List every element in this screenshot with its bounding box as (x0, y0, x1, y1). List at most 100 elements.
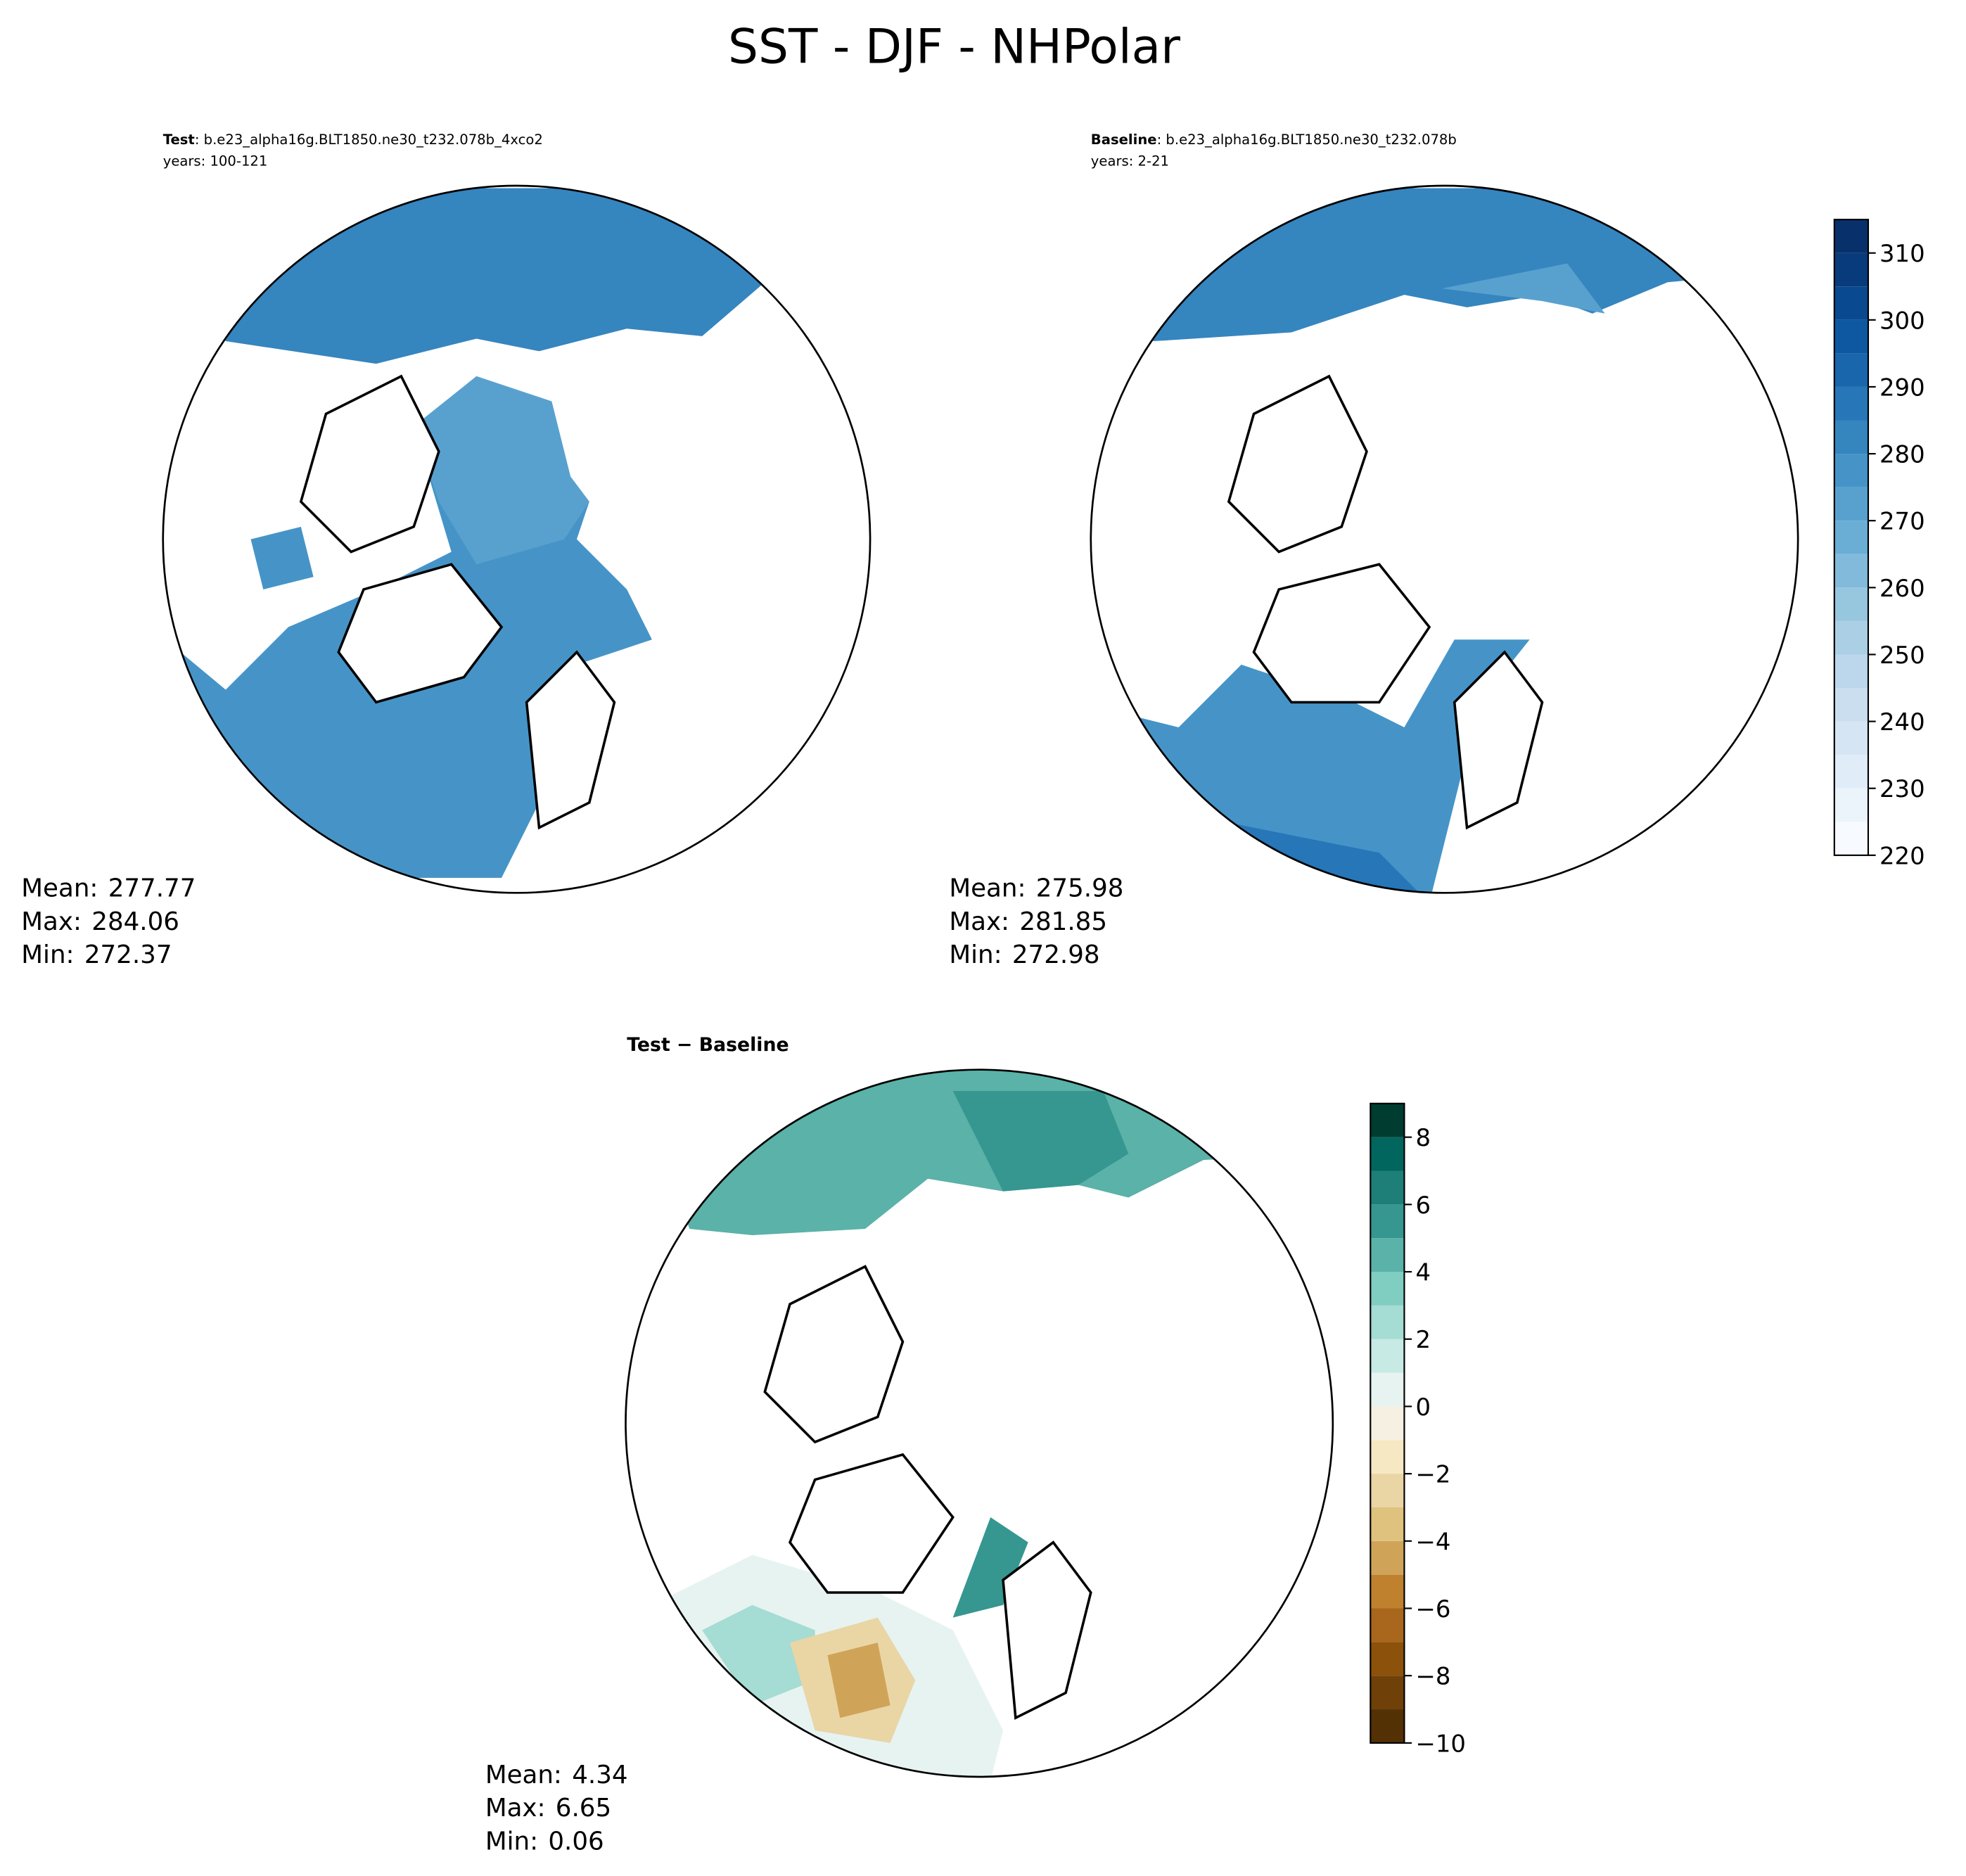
colorbar-band (1370, 1170, 1405, 1205)
colorbar-tick-label: 260 (1879, 575, 1925, 602)
colorbar-band (1370, 1372, 1405, 1407)
stat: Max: 284.06 (21, 907, 179, 936)
colorbar-tick-label: 230 (1879, 775, 1925, 803)
colorbar-band (1370, 1305, 1405, 1339)
stat-label: Min: (21, 940, 74, 969)
stat: Min: 0.06 (485, 1827, 604, 1856)
stat: Mean: 4.34 (485, 1761, 628, 1789)
stat-value: 272.98 (1012, 940, 1100, 969)
colorbar-band (1834, 487, 1868, 521)
colorbar-tick-label: 280 (1879, 441, 1925, 468)
stat: Min: 272.37 (21, 940, 172, 969)
stat-label: Max: (949, 907, 1009, 936)
colorbar-band (1834, 620, 1868, 655)
map-boundary (625, 1068, 1334, 1778)
stat-value: 272.37 (84, 940, 172, 969)
colorbar-tick-label: 290 (1879, 374, 1925, 401)
colorbar-frame (1370, 1102, 1405, 1744)
stat-label: Min: (949, 940, 1002, 969)
colorbar-tick-label: 0 (1415, 1393, 1431, 1421)
stat: Mean: 275.98 (949, 874, 1123, 903)
colorbar-band (1834, 286, 1868, 320)
stat-label: Mean: (485, 1761, 562, 1789)
colorbar-tick-label: 240 (1879, 708, 1925, 736)
colorbar-band (1370, 1204, 1405, 1239)
colorbar-band (1370, 1406, 1405, 1441)
colorbar-band (1834, 386, 1868, 421)
colorbar-band (1370, 1238, 1405, 1272)
colorbar-band (1370, 1507, 1405, 1541)
colorbar-tick-label: 250 (1879, 642, 1925, 669)
case-name: : b.e23_alpha16g.BLT1850.ne30_t232.078b_… (195, 132, 543, 148)
colorbar-band (1370, 1574, 1405, 1609)
figure-title: SST - DJF - NHPolar (728, 18, 1180, 74)
colorbar-band (1370, 1642, 1405, 1676)
colorbar-tick-label: −2 (1415, 1461, 1450, 1488)
colorbar-band (1834, 219, 1868, 253)
colorbar-band (1370, 1272, 1405, 1306)
stat: Mean: 277.77 (21, 874, 196, 903)
colorbar-band (1370, 1709, 1405, 1743)
stat-value: 0.06 (548, 1827, 604, 1856)
colorbar-band (1834, 420, 1868, 454)
stat-value: 6.65 (556, 1794, 611, 1823)
panel-header: Baseline: b.e23_alpha16g.BLT1850.ne30_t2… (1091, 132, 1457, 148)
colorbar-tick-label: −6 (1415, 1595, 1450, 1623)
colorbar-band (1370, 1608, 1405, 1642)
colorbar-band (1834, 554, 1868, 588)
colorbar-band (1370, 1474, 1405, 1507)
colorbar-band (1834, 822, 1868, 855)
colorbar-band (1834, 755, 1868, 789)
map-boundary (1090, 184, 1799, 894)
colorbar-frame (1833, 219, 1870, 856)
stat-label: Mean: (21, 874, 98, 903)
colorbar-tick-label: 300 (1879, 307, 1925, 334)
stat-value: 277.77 (108, 874, 196, 903)
panel-name: Baseline (1091, 132, 1157, 148)
colorbar-band (1834, 654, 1868, 689)
colorbar-band (1834, 353, 1868, 387)
years: years: 2-21 (1091, 153, 1169, 169)
map-boundary (162, 184, 872, 894)
colorbar-band (1834, 319, 1868, 354)
stat-value: 284.06 (91, 907, 179, 936)
colorbar-tick-label: 270 (1879, 508, 1925, 535)
colorbar-tick-label: −8 (1415, 1663, 1450, 1690)
stat: Max: 6.65 (485, 1794, 611, 1823)
colorbar-band (1834, 788, 1868, 822)
colorbar-band (1834, 521, 1868, 554)
colorbar-tick-label: 310 (1879, 240, 1925, 267)
case-name: : b.e23_alpha16g.BLT1850.ne30_t232.078b (1157, 132, 1457, 148)
stat-value: 4.34 (572, 1761, 627, 1789)
stat-label: Min: (485, 1827, 538, 1856)
colorbar-tick-label: 8 (1415, 1124, 1431, 1151)
map-difference (627, 1069, 1333, 1778)
colorbar-band (1834, 587, 1868, 621)
stat-value: 275.98 (1036, 874, 1124, 903)
colorbar-tick-label: 220 (1879, 842, 1925, 869)
stat-label: Max: (485, 1794, 546, 1823)
colorbar-band (1370, 1103, 1405, 1137)
colorbar-tick-label: −4 (1415, 1528, 1450, 1555)
colorbar-tick-label: −10 (1415, 1730, 1465, 1757)
colorbar-band (1370, 1137, 1405, 1171)
panel-name: Test (163, 132, 195, 148)
stat-value: 281.85 (1019, 907, 1107, 936)
colorbar-tick-label: 4 (1415, 1259, 1431, 1287)
colorbar-band (1834, 721, 1868, 755)
colorbar-band (1370, 1339, 1405, 1373)
stat-label: Max: (21, 907, 82, 936)
colorbar-band (1370, 1540, 1405, 1575)
colorbar-band (1834, 253, 1868, 287)
colorbar-tick-label: 6 (1415, 1192, 1431, 1219)
colorbar-band (1834, 454, 1868, 487)
panel-header: Test: b.e23_alpha16g.BLT1850.ne30_t232.0… (163, 132, 543, 148)
colorbar-tick-label: 2 (1415, 1326, 1431, 1353)
stat: Min: 272.98 (949, 940, 1099, 969)
stat: Max: 281.85 (949, 907, 1107, 936)
colorbar-band (1370, 1676, 1405, 1710)
colorbar-band (1370, 1440, 1405, 1474)
panel-name: Test − Baseline (627, 1034, 789, 1056)
years: years: 100-121 (163, 153, 268, 169)
